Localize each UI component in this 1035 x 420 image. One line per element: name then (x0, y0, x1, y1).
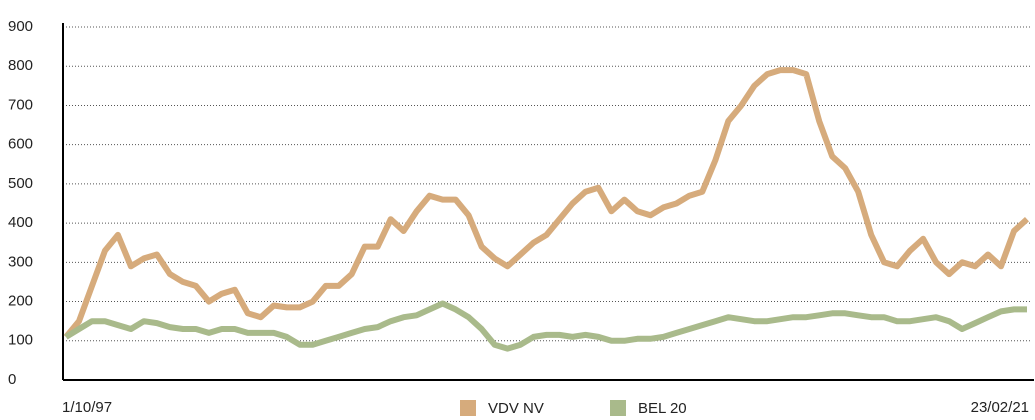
legend-label: VDV NV (488, 400, 544, 417)
legend-label: BEL 20 (638, 400, 687, 417)
y-tick-label: 600 (8, 136, 33, 153)
legend-swatch (610, 400, 626, 416)
y-tick-label: 100 (8, 332, 33, 349)
series-line (64, 300, 1027, 352)
y-tick-label: 800 (8, 57, 33, 74)
y-tick-label: 700 (8, 96, 33, 113)
y-tick-label: 300 (8, 253, 33, 270)
x-tick-label: 23/02/21 (971, 399, 1029, 416)
series-line (63, 67, 1030, 339)
x-tick-label: 1/10/97 (62, 399, 112, 416)
legend-swatch (460, 400, 476, 416)
y-tick-label: 400 (8, 214, 33, 231)
y-tick-label: 900 (8, 18, 33, 35)
y-tick-label: 0 (8, 371, 16, 388)
y-tick-label: 200 (8, 293, 33, 310)
y-tick-label: 500 (8, 175, 33, 192)
